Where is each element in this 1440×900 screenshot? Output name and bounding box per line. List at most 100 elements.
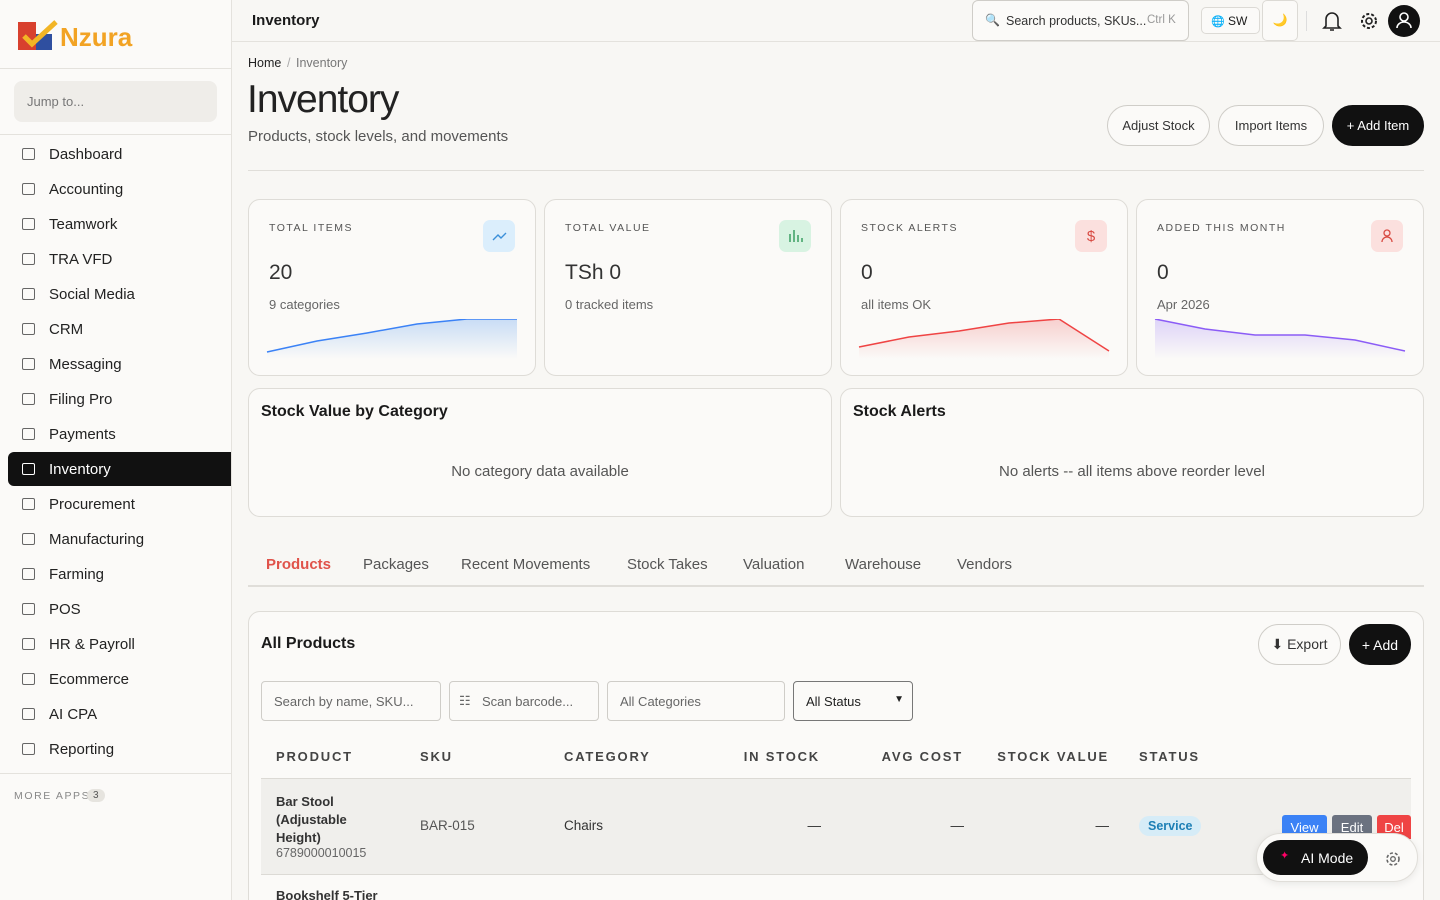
adjust-stock-button[interactable]: Adjust Stock: [1107, 105, 1210, 146]
nav-item[interactable]: Ecommerce: [8, 662, 231, 696]
chevron: ▼: [894, 694, 904, 705]
barcode-icon: ☷: [459, 693, 471, 708]
nav-item[interactable]: Dashboard: [8, 137, 231, 171]
theme-toggle[interactable]: 🌙: [1262, 0, 1298, 41]
divider: [0, 134, 231, 135]
nav-icon: [22, 183, 35, 195]
nav-icon: [22, 393, 35, 405]
lang-switch[interactable]: 🌐 SW: [1201, 7, 1260, 34]
product-name: Bar Stool (Adjustable Height): [276, 794, 347, 845]
add-button[interactable]: + Add: [1349, 624, 1411, 665]
sidebar: Nzura Jump to... Dashboard Accounting Team…: [0, 0, 232, 900]
stat-note: 0 tracked items: [565, 297, 654, 312]
nav-item[interactable]: Accounting: [8, 172, 231, 206]
column-header[interactable]: STATUS: [1139, 749, 1200, 764]
jump-input[interactable]: Jump to...: [14, 81, 217, 122]
nav-item[interactable]: Manufacturing: [8, 522, 231, 556]
nav-icon: [22, 218, 35, 230]
nav-item[interactable]: TRA VFD: [8, 242, 231, 276]
status-select[interactable]: All Status ▼: [793, 681, 913, 721]
tab[interactable]: Vendors: [957, 556, 1013, 573]
breadcrumb-link[interactable]: Home: [248, 56, 282, 70]
category-panel: Stock Value by Category No category data…: [248, 388, 832, 517]
sparkle-icon: ✦: [1280, 850, 1290, 862]
export-button[interactable]: ⬇ Export: [1258, 624, 1341, 665]
column-header[interactable]: AVG COST: [881, 749, 963, 764]
column-header[interactable]: PRODUCT: [276, 749, 353, 764]
alerts-panel: Stock Alerts No alerts -- all items abov…: [840, 388, 1424, 517]
column-header[interactable]: IN STOCK: [743, 749, 820, 764]
search-input[interactable]: Search by name, SKU...: [261, 681, 441, 721]
global-search[interactable]: 🔍 Search products, SKUs... Ctrl K: [972, 0, 1189, 41]
logo-mark: [18, 20, 58, 50]
stat-card: STOCK ALERTS $ 0 all items OK: [840, 199, 1128, 376]
sparkline: [858, 319, 1110, 359]
nav-item[interactable]: POS: [8, 592, 231, 626]
settings-icon[interactable]: [1358, 10, 1380, 32]
stat-icon: [483, 220, 515, 252]
tab[interactable]: Recent Movements: [461, 556, 591, 573]
stat-card: TOTAL ITEMS 20 9 categories: [248, 199, 536, 376]
nav-icon: [22, 638, 35, 650]
tab[interactable]: Products: [266, 556, 332, 573]
add-item-button[interactable]: + Add Item: [1332, 105, 1424, 146]
category-select[interactable]: All Categories: [607, 681, 785, 721]
category: Chairs: [564, 818, 604, 833]
panel-title: Stock Alerts: [853, 403, 946, 420]
page-title: Inventory: [247, 78, 399, 121]
nav-icon: [22, 673, 35, 685]
status-badge: Service: [1139, 816, 1202, 836]
nav-icon: [22, 253, 35, 265]
nav-item[interactable]: Reporting: [8, 732, 231, 766]
shortcut: Ctrl K: [1147, 14, 1176, 26]
nav-item[interactable]: Procurement: [8, 487, 231, 521]
tab[interactable]: Packages: [363, 556, 429, 573]
nav-item[interactable]: Farming: [8, 557, 231, 591]
nav-icon: [22, 148, 35, 160]
search-icon: 🔍: [985, 13, 1000, 27]
card-title: All Products: [261, 635, 356, 652]
ai-label: AI Mode: [1301, 850, 1354, 866]
search-placeholder: Search products, SKUs...: [1006, 14, 1147, 28]
tab[interactable]: Valuation: [743, 556, 805, 573]
more-apps[interactable]: MORE APPS: [14, 790, 91, 802]
nav-icon: [22, 463, 35, 475]
in-stock: —: [807, 818, 822, 833]
stat-note: all items OK: [861, 297, 932, 312]
breadcrumb-current: Inventory: [296, 56, 348, 70]
stat-value: 0: [1157, 261, 1169, 284]
nav-icon: [22, 498, 35, 510]
ai-settings-icon[interactable]: [1384, 850, 1402, 868]
nav-item[interactable]: HR & Payroll: [8, 627, 231, 661]
nav-item[interactable]: Inventory: [8, 452, 231, 486]
ai-mode-button[interactable]: ✦ AI Mode: [1263, 840, 1368, 875]
logo[interactable]: Nzura: [18, 20, 138, 52]
sparkline: [266, 319, 517, 359]
sku: BAR-015: [420, 818, 475, 833]
import-button[interactable]: Import Items: [1218, 105, 1324, 146]
nav-icon: [22, 288, 35, 300]
table-row[interactable]: [261, 778, 1411, 875]
divider: [0, 773, 231, 774]
column-header[interactable]: STOCK VALUE: [997, 749, 1109, 764]
nav-icon: [22, 568, 35, 580]
nav-icon: [22, 533, 35, 545]
barcode-input[interactable]: ☷ Scan barcode...: [449, 681, 599, 721]
nav-item[interactable]: Messaging: [8, 347, 231, 381]
nav-item[interactable]: AI CPA: [8, 697, 231, 731]
nav-icon: [22, 603, 35, 615]
bell-icon[interactable]: [1322, 10, 1342, 32]
nav-item[interactable]: Teamwork: [8, 207, 231, 241]
nav-item[interactable]: CRM: [8, 312, 231, 346]
column-header[interactable]: CATEGORY: [564, 749, 651, 764]
nav-item[interactable]: Payments: [8, 417, 231, 451]
stat-icon: $: [1075, 220, 1107, 252]
avatar[interactable]: [1388, 5, 1420, 37]
nav-item[interactable]: Filing Pro: [8, 382, 231, 416]
column-header[interactable]: SKU: [420, 749, 453, 764]
tab[interactable]: Stock Takes: [627, 556, 708, 573]
tab[interactable]: Warehouse: [845, 556, 922, 573]
nav-icon: [22, 743, 35, 755]
stat-note: Apr 2026: [1157, 297, 1210, 312]
nav-item[interactable]: Social Media: [8, 277, 231, 311]
